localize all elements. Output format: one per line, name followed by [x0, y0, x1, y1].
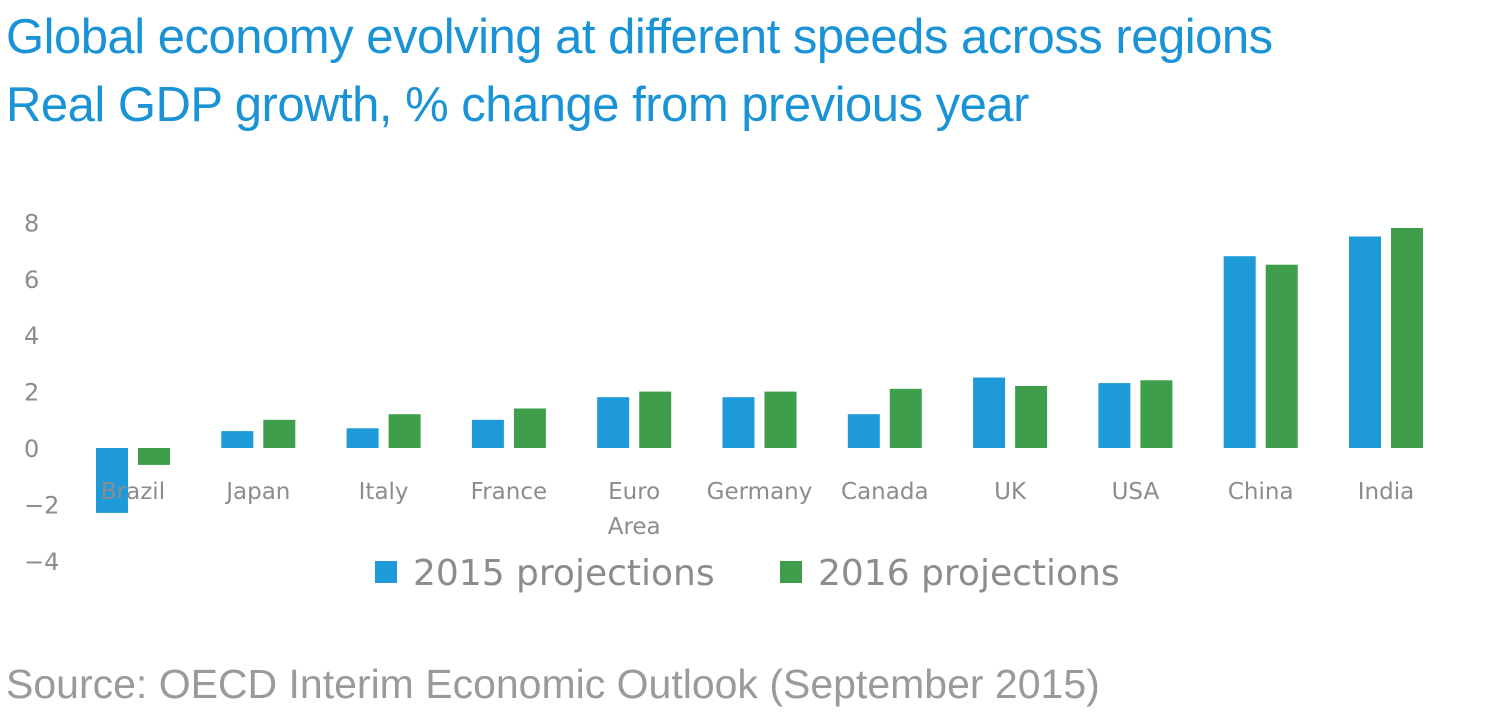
- category-label: Euro Area: [608, 479, 661, 540]
- bar-2015: [471, 419, 504, 448]
- y-tick-label: 0: [24, 435, 39, 463]
- bar-2016: [513, 408, 546, 448]
- bar-2015: [221, 431, 254, 448]
- bar-2016: [1265, 264, 1298, 448]
- bar-2016: [1015, 386, 1048, 448]
- legend-label: 2016 projections: [818, 553, 1120, 594]
- bar-2015: [346, 428, 379, 448]
- bar-2016: [263, 419, 296, 448]
- y-tick-label: 6: [24, 266, 39, 294]
- chart-subtitle: Real GDP growth, % change from previous …: [6, 78, 1029, 132]
- bar-2016: [889, 388, 922, 448]
- y-tick-label: −2: [24, 491, 59, 519]
- source-note: Source: OECD Interim Economic Outlook (S…: [6, 661, 1100, 707]
- y-tick-label: 2: [24, 379, 39, 407]
- bar-2015: [973, 377, 1006, 448]
- category-label: Japan: [224, 479, 290, 505]
- bar-2015: [847, 414, 880, 448]
- bar-2016: [639, 391, 672, 448]
- bar-2015: [597, 397, 630, 448]
- category-label: Germany: [707, 479, 813, 505]
- bar-2016: [1140, 380, 1173, 448]
- legend-swatch-2016: [780, 561, 802, 583]
- bar-2016: [388, 414, 421, 448]
- chart-title: Global economy evolving at different spe…: [6, 10, 1273, 64]
- legend-swatch-2015: [375, 561, 397, 583]
- category-label: Brazil: [101, 479, 165, 505]
- y-tick-label: 4: [24, 322, 39, 350]
- bar-2015: [1098, 383, 1131, 448]
- category-label: USA: [1112, 479, 1160, 505]
- category-label: China: [1228, 479, 1294, 505]
- bar-2015: [1223, 256, 1256, 448]
- bar-2015: [722, 397, 755, 448]
- bar-2015: [1349, 236, 1381, 448]
- category-label: Canada: [841, 479, 929, 505]
- category-label: Italy: [359, 479, 409, 505]
- category-label: France: [471, 479, 547, 505]
- bar-2016: [1391, 228, 1423, 448]
- bar-2015: [96, 448, 128, 513]
- y-tick-label: 8: [24, 209, 39, 237]
- category-label: UK: [994, 479, 1027, 505]
- category-label: India: [1358, 479, 1414, 505]
- bar-2016: [138, 448, 170, 465]
- y-tick-label: −4: [24, 548, 59, 576]
- legend-label: 2015 projections: [413, 553, 715, 594]
- bar-2016: [764, 391, 797, 448]
